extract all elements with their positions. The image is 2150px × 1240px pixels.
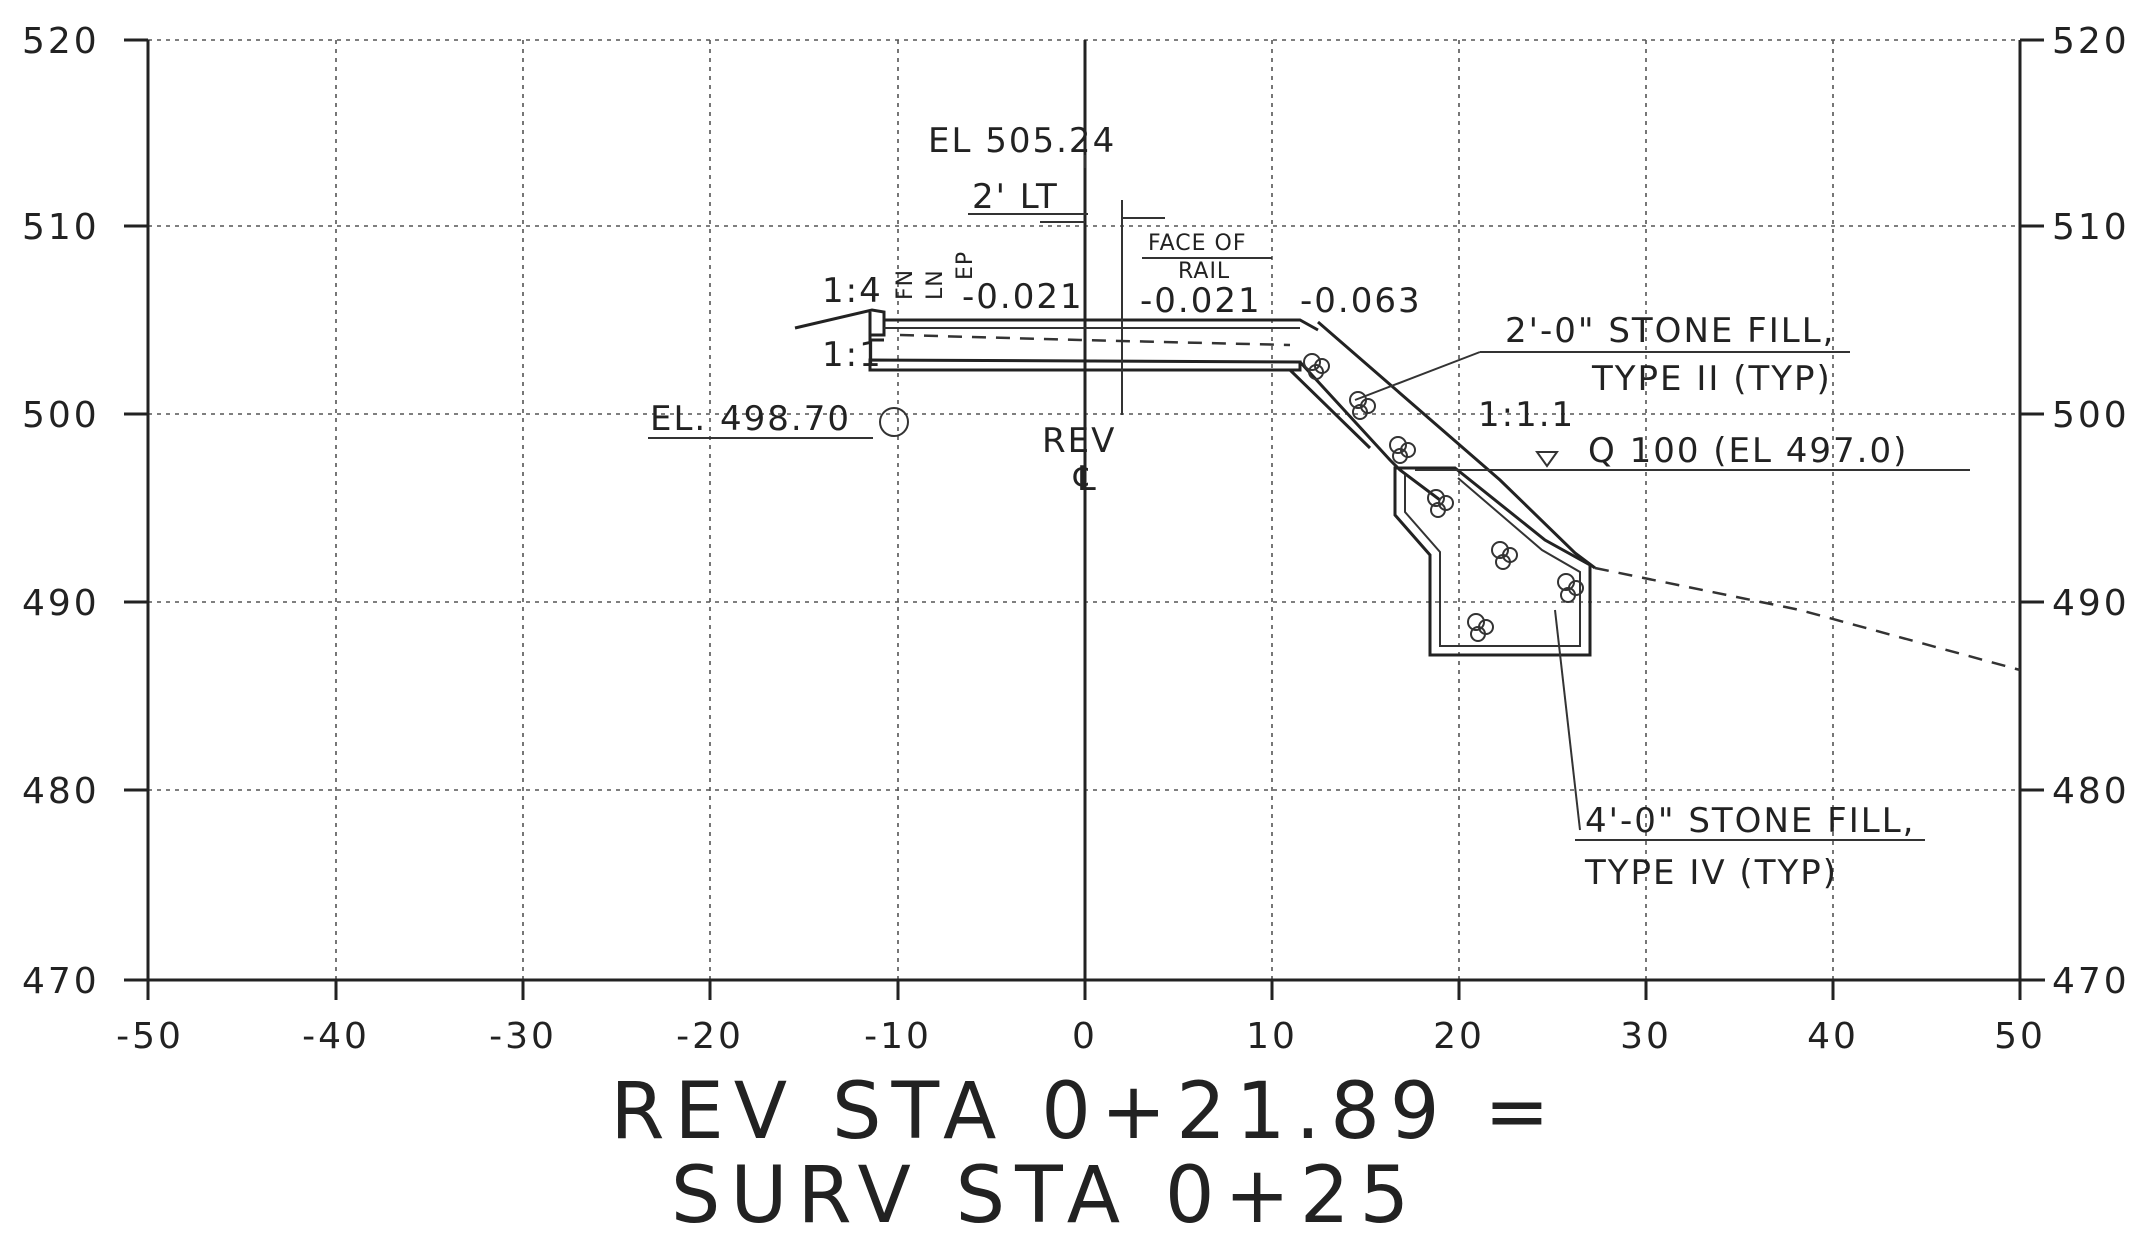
ratio-1-1-label: 1:1 bbox=[822, 335, 883, 375]
y-tick-label-left: 490 bbox=[22, 583, 100, 624]
x-tick-label: 10 bbox=[1246, 1016, 1298, 1057]
annotation-lines bbox=[648, 155, 1970, 841]
bottom-tick-marks bbox=[146, 980, 2022, 1000]
x-tick-label: 50 bbox=[1994, 1016, 2046, 1057]
y-tick-label-left: 520 bbox=[22, 21, 100, 62]
face-of-rail-label: FACE OF bbox=[1148, 231, 1247, 256]
offset-label: 2' LT bbox=[972, 177, 1059, 217]
rock-symbols bbox=[1303, 353, 1584, 642]
x-tick-labels: -50 -40 -30 -20 -10 0 10 20 30 40 50 bbox=[116, 1016, 2046, 1057]
rail-label: RAIL bbox=[1178, 259, 1230, 284]
elevation-left-label: EL. 498.70 bbox=[650, 399, 851, 439]
pavement-base bbox=[868, 358, 1302, 372]
stone2-leader bbox=[1354, 351, 1481, 401]
stone-fill-ii-label-2: TYPE II (TYP) bbox=[1591, 359, 1832, 399]
y-tick-label-left: 480 bbox=[22, 771, 100, 812]
el-left-circle bbox=[879, 407, 909, 437]
pavement-hidden bbox=[899, 333, 1291, 347]
left-curb bbox=[868, 312, 884, 342]
y-tick-labels-left: 520 510 500 490 480 470 bbox=[22, 21, 100, 1002]
x-tick-label: -10 bbox=[864, 1016, 932, 1057]
y-tick-label-left: 510 bbox=[22, 207, 100, 248]
x-tick-label: 40 bbox=[1807, 1016, 1859, 1057]
x-tick-label: 30 bbox=[1620, 1016, 1672, 1057]
stone-fill-type-ii bbox=[1317, 320, 1596, 570]
slope-left-label: -0.021 bbox=[962, 277, 1084, 317]
fn-label: FN bbox=[893, 269, 918, 300]
y-tick-label-left: 470 bbox=[22, 961, 100, 1002]
left-tick-marks bbox=[124, 38, 148, 982]
x-tick-label: -50 bbox=[116, 1016, 184, 1057]
right-tick-marks bbox=[2020, 38, 2044, 982]
y-tick-label-right: 500 bbox=[2052, 395, 2130, 436]
x-tick-label: -40 bbox=[302, 1016, 370, 1057]
station-title-line-2: SURV STA 0+25 bbox=[671, 1151, 1419, 1236]
stone-fill-ii-label-1: 2'-0" STONE FILL, bbox=[1505, 311, 1835, 351]
ratio-1-4-label: 1:4 bbox=[822, 271, 883, 311]
centerline-symbol: ℄ bbox=[1073, 459, 1098, 499]
elevation-top-label: EL 505.24 bbox=[928, 121, 1116, 161]
stone-fill-type-iv bbox=[1393, 466, 1592, 657]
x-tick-label: 0 bbox=[1072, 1016, 1098, 1057]
y-tick-label-left: 500 bbox=[22, 395, 100, 436]
existing-ground bbox=[1594, 566, 2021, 672]
y-tick-label-right: 520 bbox=[2052, 21, 2130, 62]
x-tick-label: -20 bbox=[676, 1016, 744, 1057]
stone4-leader bbox=[1554, 609, 1581, 831]
stone-fill-iv-label-1: 4'-0" STONE FILL, bbox=[1585, 801, 1915, 841]
stone-fill-iv-label-2: TYPE IV (TYP) bbox=[1584, 853, 1838, 893]
axes bbox=[124, 38, 2045, 1000]
y-tick-label-right: 480 bbox=[2052, 771, 2130, 812]
ln-label: LN bbox=[923, 269, 948, 300]
x-tick-label: -30 bbox=[489, 1016, 557, 1057]
slope-right-label: -0.063 bbox=[1300, 281, 1422, 321]
y-tick-label-right: 510 bbox=[2052, 207, 2130, 248]
ratio-1-1-1-label: 1:1.1 bbox=[1478, 395, 1575, 435]
roadway-section bbox=[794, 308, 2021, 672]
ep-label: EP bbox=[953, 251, 978, 280]
slope-mid-label: -0.021 bbox=[1140, 281, 1262, 321]
stone-fill-type-iv-inner bbox=[1404, 475, 1581, 647]
q100-marker bbox=[1535, 451, 1559, 468]
station-title-line-1: REV STA 0+21.89 = bbox=[610, 1067, 1559, 1157]
y-tick-label-right: 470 bbox=[2052, 961, 2130, 1002]
x-tick-label: 20 bbox=[1433, 1016, 1485, 1057]
station-title: REV STA 0+21.89 = SURV STA 0+25 bbox=[610, 1067, 1559, 1240]
q100-label: Q 100 (EL 497.0) bbox=[1588, 431, 1908, 471]
y-tick-label-right: 490 bbox=[2052, 583, 2130, 624]
stone-fill-inner bbox=[1298, 360, 1441, 502]
left-slope-1-4 bbox=[794, 308, 886, 337]
pavement-top bbox=[884, 318, 1319, 332]
embankment-slope-1 bbox=[1288, 368, 1372, 450]
rev-label: REV bbox=[1042, 421, 1116, 461]
y-tick-labels-right: 520 510 500 490 480 470 bbox=[2052, 21, 2130, 1002]
annotations: EL 505.24 2' LT FACE OF RAIL FN LN EP -0… bbox=[650, 121, 1915, 893]
